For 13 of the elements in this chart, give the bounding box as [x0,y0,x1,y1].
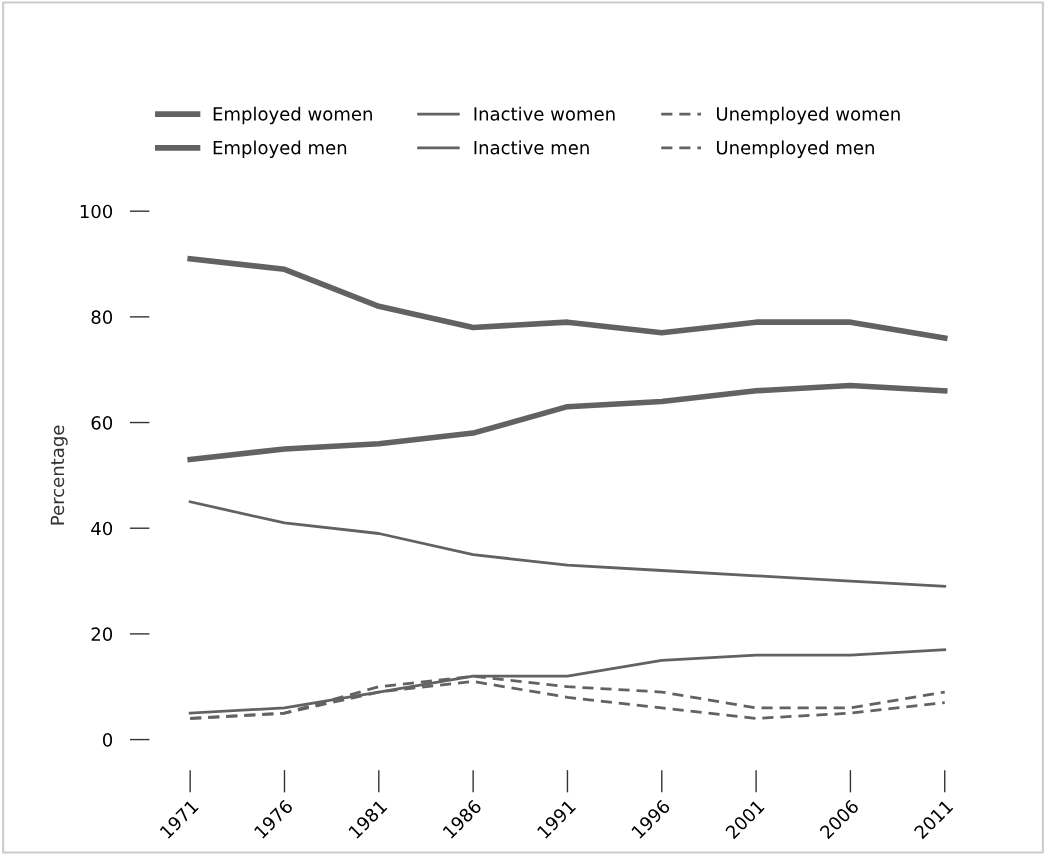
legend-label: Employed women [213,106,372,125]
legend-label: Unemployed men [716,140,874,158]
y-tick-label: 20 [91,627,113,642]
y-tick-label: 80 [91,310,113,324]
legend-label: Inactive women [474,106,615,121]
y-tick-label: 40 [91,521,113,536]
legend-label: Employed men [213,140,347,158]
y-tick-label: 60 [91,416,113,430]
y-tick-label: 100 [80,204,113,219]
legend-label: Inactive men [474,140,589,155]
legend-label: Unemployed women [716,106,900,125]
y-axis-title: Percentage [50,425,68,525]
y-tick-label: 0 [102,733,113,747]
